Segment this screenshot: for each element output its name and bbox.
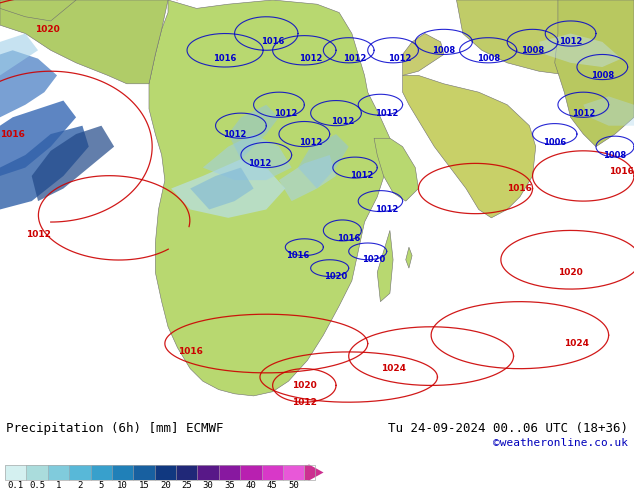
Text: 1012: 1012 (249, 159, 271, 168)
Text: 1012: 1012 (292, 398, 317, 407)
Text: 1012: 1012 (299, 54, 322, 63)
Text: ©weatheronline.co.uk: ©weatheronline.co.uk (493, 438, 628, 448)
Polygon shape (583, 97, 634, 126)
Polygon shape (171, 159, 285, 218)
Polygon shape (298, 134, 349, 189)
Text: 1012: 1012 (375, 109, 398, 118)
Text: 35: 35 (224, 481, 235, 490)
Text: 25: 25 (181, 481, 192, 490)
Polygon shape (279, 155, 336, 201)
Text: 1008: 1008 (604, 150, 626, 160)
Text: 1012: 1012 (331, 117, 354, 126)
Text: 40: 40 (245, 481, 256, 490)
Polygon shape (190, 168, 254, 210)
Bar (197, 465, 219, 480)
Text: 1012: 1012 (299, 138, 322, 147)
Text: 1020: 1020 (292, 381, 317, 390)
Text: 1012: 1012 (350, 172, 373, 180)
Text: 1024: 1024 (564, 339, 590, 348)
Text: 1012: 1012 (388, 54, 411, 63)
Polygon shape (203, 134, 292, 180)
Text: 1008: 1008 (477, 54, 500, 63)
Bar (112, 465, 133, 480)
Text: 1016: 1016 (0, 129, 25, 139)
Text: 1020: 1020 (325, 272, 347, 281)
Text: 1016: 1016 (337, 234, 360, 244)
Text: 1012: 1012 (375, 205, 398, 214)
Bar (155, 465, 176, 480)
Polygon shape (0, 33, 38, 75)
Polygon shape (149, 0, 390, 396)
Text: 10: 10 (117, 481, 128, 490)
Text: 2: 2 (77, 481, 82, 490)
Text: 1016: 1016 (507, 184, 533, 193)
Polygon shape (406, 247, 412, 268)
Text: 1008: 1008 (521, 46, 544, 55)
Text: 1024: 1024 (380, 364, 406, 373)
Bar (219, 465, 240, 480)
Bar (262, 465, 283, 480)
Text: 1008: 1008 (432, 46, 455, 55)
Polygon shape (456, 0, 634, 75)
Text: 1012: 1012 (572, 109, 595, 118)
Polygon shape (0, 100, 76, 176)
Text: 45: 45 (267, 481, 278, 490)
Text: 1012: 1012 (223, 129, 246, 139)
Polygon shape (374, 138, 418, 201)
Text: 1016: 1016 (261, 37, 284, 47)
Polygon shape (0, 126, 89, 210)
Bar (176, 465, 197, 480)
Text: Tu 24-09-2024 00..06 UTC (18+36): Tu 24-09-2024 00..06 UTC (18+36) (388, 422, 628, 435)
Text: 1006: 1006 (543, 138, 566, 147)
Text: 0.1: 0.1 (8, 481, 23, 490)
Bar (133, 465, 155, 480)
Polygon shape (0, 50, 57, 117)
Polygon shape (0, 0, 168, 84)
Bar (240, 465, 262, 480)
Text: Precipitation (6h) [mm] ECMWF: Precipitation (6h) [mm] ECMWF (6, 422, 224, 435)
Text: 1012: 1012 (559, 37, 582, 47)
Text: 0.5: 0.5 (29, 481, 45, 490)
Text: 1016: 1016 (178, 347, 203, 356)
Bar (69, 465, 91, 480)
Polygon shape (403, 75, 536, 218)
Text: 1012: 1012 (25, 230, 51, 239)
Polygon shape (0, 0, 76, 21)
Text: 20: 20 (160, 481, 171, 490)
Text: 1016: 1016 (214, 54, 236, 63)
Polygon shape (555, 0, 634, 147)
Bar (48, 465, 69, 480)
Text: 1020: 1020 (558, 268, 583, 277)
Bar (27, 465, 48, 480)
Text: 30: 30 (203, 481, 214, 490)
Text: 1020: 1020 (35, 25, 60, 34)
Text: 1020: 1020 (363, 255, 385, 264)
FancyArrow shape (304, 464, 323, 481)
Text: 1016: 1016 (609, 167, 634, 176)
Text: 1016: 1016 (287, 251, 309, 260)
Bar (5, 465, 315, 480)
Polygon shape (377, 230, 393, 302)
Bar (283, 465, 304, 480)
Bar (91, 465, 112, 480)
Text: 15: 15 (139, 481, 150, 490)
Polygon shape (32, 126, 114, 201)
Text: 1008: 1008 (591, 71, 614, 80)
Text: 1012: 1012 (274, 109, 297, 118)
Polygon shape (403, 33, 444, 75)
Text: 1012: 1012 (344, 54, 366, 63)
Text: 5: 5 (98, 481, 104, 490)
Polygon shape (228, 105, 279, 159)
Bar (5, 465, 27, 480)
Text: 1: 1 (56, 481, 61, 490)
Polygon shape (539, 33, 621, 67)
Text: 50: 50 (288, 481, 299, 490)
